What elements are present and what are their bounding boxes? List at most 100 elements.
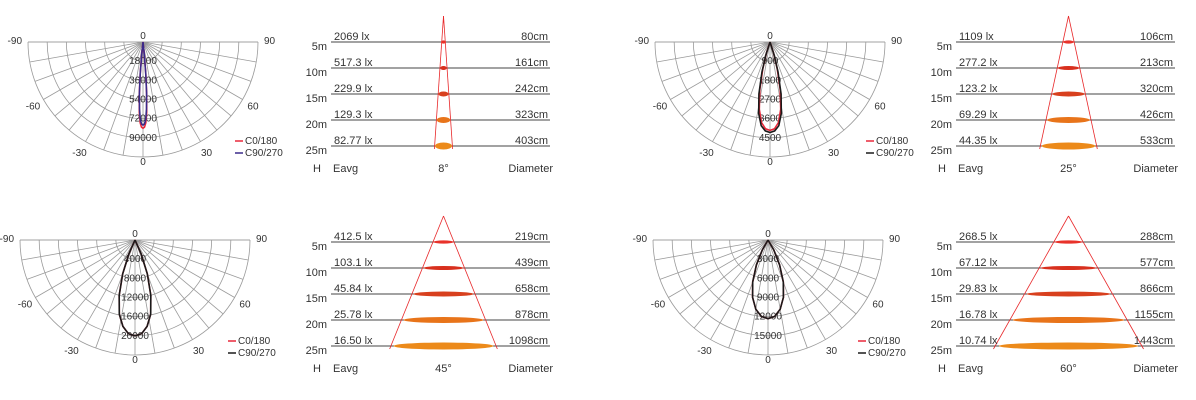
- beam-spot: [423, 266, 464, 270]
- polar-spoke: [767, 239, 857, 315]
- polar-spoke: [103, 41, 144, 151]
- diameter-value: 106cm: [1140, 31, 1173, 43]
- column-header-h: H: [313, 163, 321, 175]
- column-header-eavg: Eavg: [333, 163, 358, 175]
- beam-cone-edge: [1039, 15, 1069, 150]
- polar-spoke: [134, 239, 249, 261]
- polar-spoke: [747, 239, 769, 354]
- polar-spoke: [730, 41, 771, 151]
- beam-spot: [1012, 317, 1125, 323]
- beam-spot: [433, 240, 454, 244]
- radial-tick-label: 4500: [759, 133, 782, 144]
- polar-spoke: [68, 41, 144, 131]
- eavg-value: 45.84 lx: [334, 283, 373, 295]
- radial-tick-label: 900: [762, 56, 779, 67]
- polar-spoke: [142, 41, 164, 156]
- eavg-value: 517.3 lx: [334, 57, 373, 69]
- polar-spoke: [767, 239, 843, 329]
- polar-spoke: [767, 239, 789, 354]
- angle-tick-label: -30: [699, 148, 714, 159]
- polar-spoke: [710, 239, 769, 340]
- angle-tick-label: 30: [193, 346, 205, 357]
- beam-angle-label: 25°: [1060, 163, 1077, 175]
- beam-spot: [1026, 291, 1111, 297]
- diameter-value: 320cm: [1140, 83, 1173, 95]
- eavg-value: 229.9 lx: [334, 83, 373, 95]
- angle-tick-label: 0: [140, 31, 146, 42]
- diameter-value: 1155cm: [1135, 309, 1173, 321]
- beam-spot: [435, 142, 452, 150]
- polar-spoke: [95, 239, 136, 349]
- height-label: 5m: [312, 41, 327, 53]
- polar-spoke: [134, 239, 224, 315]
- angle-tick-label-bottom: 0: [132, 355, 138, 366]
- diameter-value: 1098cm: [509, 335, 548, 347]
- polar-spoke: [26, 239, 136, 280]
- beam-spot: [413, 291, 474, 297]
- height-label: 20m: [931, 119, 952, 131]
- distribution-curve-c90-270: [138, 41, 148, 127]
- polar-spoke: [654, 239, 769, 261]
- height-label: 5m: [312, 241, 327, 253]
- column-header-diameter: Diameter: [1133, 363, 1178, 375]
- polar-spoke: [767, 239, 882, 261]
- beam-table-2: 5m 1109 lx 106cm 10m 277.2 lx 213cm 15m 123.2 l…: [931, 15, 1178, 175]
- beam-spot: [1054, 240, 1083, 244]
- polar-spoke: [695, 41, 771, 131]
- beam-table-1: 5m 2069 lx 80cm 10m 517.3 lx 161cm 15m 229.9 lx…: [306, 15, 553, 175]
- beam-spot: [393, 342, 494, 350]
- beam-cone-edge: [993, 215, 1069, 350]
- angle-tick-label: 60: [247, 102, 259, 113]
- diameter-value: 658cm: [515, 283, 548, 295]
- polar-spoke: [43, 41, 144, 100]
- height-label: 10m: [931, 267, 952, 279]
- polar-spoke: [661, 41, 771, 82]
- diameter-value: 866cm: [1140, 283, 1173, 295]
- diameter-value: 403cm: [515, 135, 548, 147]
- radial-tick-label: 18000: [129, 56, 157, 67]
- polar-spoke: [769, 41, 870, 100]
- eavg-value: 129.3 lx: [334, 109, 373, 121]
- beam-spot: [1040, 266, 1097, 270]
- radial-tick-label: 1800: [759, 75, 782, 86]
- eavg-value: 2069 lx: [334, 31, 370, 43]
- polar-spoke: [769, 41, 828, 142]
- beam-table-3: 5m 412.5 lx 219cm 10m 103.1 lx 439cm 15m 45.84 …: [306, 215, 553, 375]
- distribution-curve-c90-270: [118, 239, 152, 337]
- angle-tick-label: -90: [635, 36, 650, 47]
- radial-tick-label: 54000: [129, 95, 157, 106]
- angle-tick-label: -60: [18, 300, 33, 311]
- angle-tick-label-bottom: 0: [765, 355, 771, 366]
- polar-spoke: [142, 41, 252, 82]
- radial-tick-label: 2700: [759, 95, 782, 106]
- polar-spoke: [134, 239, 235, 298]
- polar-spoke: [767, 239, 877, 280]
- legend-label: C0/180: [868, 336, 901, 347]
- column-header-diameter: Diameter: [508, 363, 553, 375]
- diameter-value: 161cm: [515, 57, 548, 69]
- diameter-value: 878cm: [515, 309, 548, 321]
- angle-tick-label: -30: [64, 346, 79, 357]
- height-label: 20m: [306, 119, 327, 131]
- height-label: 10m: [306, 267, 327, 279]
- beam-cone-edge: [1068, 15, 1098, 150]
- legend-label: C90/270: [245, 148, 283, 159]
- polar-spoke: [77, 239, 136, 340]
- polar-spoke: [712, 41, 771, 142]
- height-label: 25m: [306, 345, 327, 357]
- eavg-value: 123.2 lx: [959, 83, 998, 95]
- eavg-value: 268.5 lx: [959, 231, 998, 243]
- height-label: 15m: [306, 93, 327, 105]
- diameter-value: 439cm: [515, 257, 548, 269]
- angle-tick-label: -90: [0, 234, 14, 245]
- height-label: 5m: [937, 41, 952, 53]
- radial-tick-label: 36000: [129, 75, 157, 86]
- radial-tick-label: 3600: [759, 114, 782, 125]
- distribution-curve-c90-270: [757, 41, 783, 134]
- beam-table-4: 5m 268.5 lx 288cm 10m 67.12 lx 577cm 15m 29.83 …: [931, 215, 1178, 375]
- radial-tick-label: 72000: [129, 114, 157, 125]
- beam-spot: [1052, 91, 1085, 97]
- diameter-value: 533cm: [1140, 135, 1173, 147]
- column-header-h: H: [938, 363, 946, 375]
